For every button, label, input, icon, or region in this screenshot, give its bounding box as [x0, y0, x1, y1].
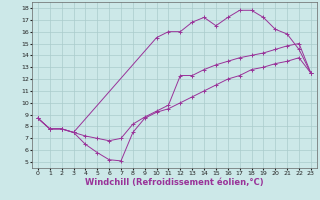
X-axis label: Windchill (Refroidissement éolien,°C): Windchill (Refroidissement éolien,°C)	[85, 178, 264, 187]
